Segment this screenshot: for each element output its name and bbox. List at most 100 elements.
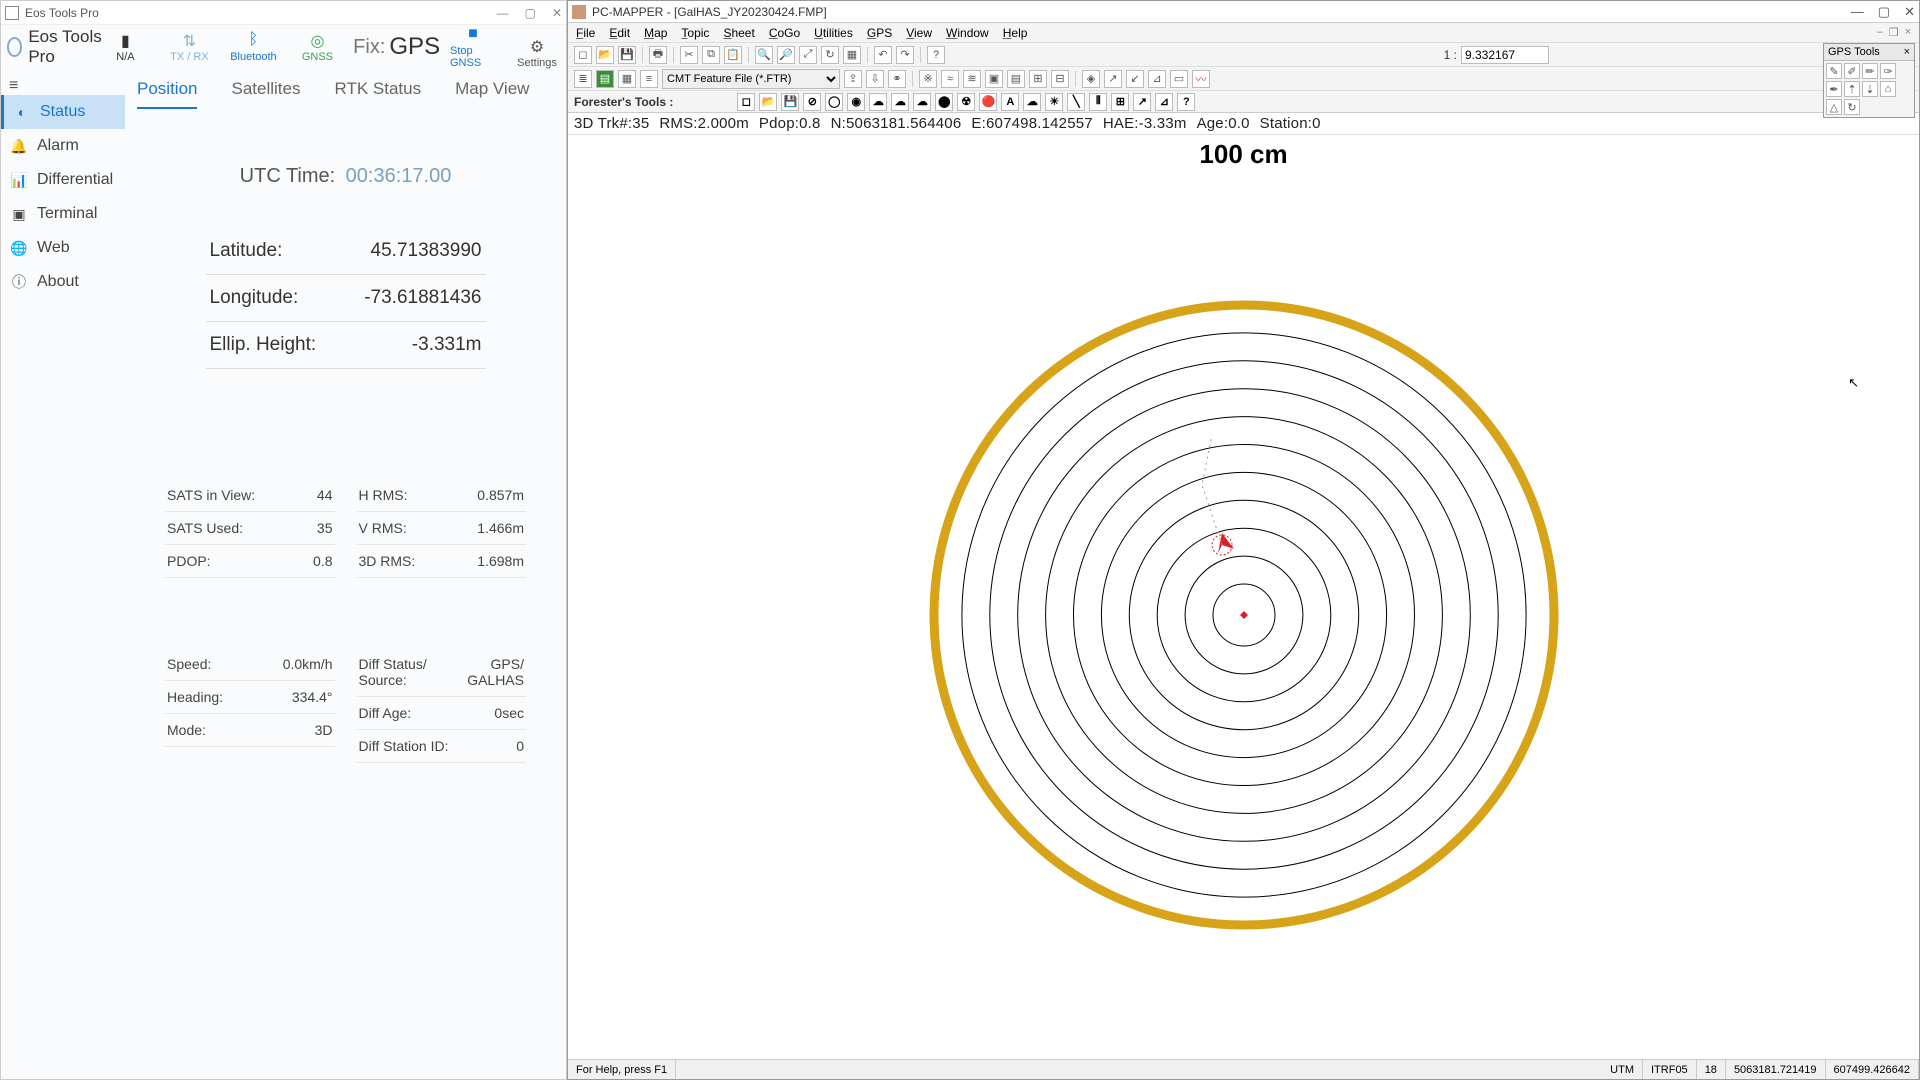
menu-edit[interactable]: Edit	[609, 26, 630, 40]
copy-icon[interactable]: ⧉	[702, 46, 720, 64]
gps-t7-icon[interactable]: ⇣	[1862, 81, 1878, 97]
tab-satellites[interactable]: Satellites	[231, 79, 300, 109]
cut-icon[interactable]: ✂	[680, 46, 698, 64]
sidebar-item-terminal[interactable]: ▣ Terminal	[1, 197, 125, 231]
help-icon[interactable]: ?	[927, 46, 945, 64]
open-icon[interactable]: 📂	[596, 46, 614, 64]
forester-tool-3-icon[interactable]: ⊘	[803, 93, 821, 111]
forester-tool-10-icon[interactable]: ☢	[957, 93, 975, 111]
feature-file-select[interactable]: CMT Feature File (*.FTR)	[662, 69, 840, 89]
panel-close-icon[interactable]: ×	[1904, 46, 1910, 58]
header-action[interactable]: ⚙ Settings	[514, 37, 560, 69]
link-icon[interactable]: ⚭	[888, 70, 906, 88]
forester-tool-16-icon[interactable]: ⦀	[1089, 93, 1107, 111]
menu-window[interactable]: Window	[946, 26, 989, 40]
tool-e-icon[interactable]: ▤	[1007, 70, 1025, 88]
minimize-icon[interactable]: —	[497, 6, 509, 20]
gps-t6-icon[interactable]: ⇡	[1844, 81, 1860, 97]
header-action[interactable]: ■ Stop GNSS	[450, 25, 496, 69]
forester-tool-11-icon[interactable]: 🔴	[979, 93, 997, 111]
forester-tool-12-icon[interactable]: A	[1001, 93, 1019, 111]
zoom-fit-icon[interactable]: ⤢	[799, 46, 817, 64]
tool-k-icon[interactable]: ⊿	[1148, 70, 1166, 88]
sidebar-item-about[interactable]: ⓘ About	[1, 265, 125, 299]
tool-m-icon[interactable]: 〰	[1192, 70, 1210, 88]
forester-tool-4-icon[interactable]: ◯	[825, 93, 843, 111]
tool-a-icon[interactable]: ※	[919, 70, 937, 88]
forester-tool-9-icon[interactable]: ⬤	[935, 93, 953, 111]
gps-t1-icon[interactable]: ✎	[1826, 63, 1842, 79]
tool-i-icon[interactable]: ↗	[1104, 70, 1122, 88]
sub-minimize-icon[interactable]: –	[1877, 26, 1883, 39]
gps-tools-panel[interactable]: GPS Tools× ✎ ✐ ✏ ✑ ✒ ⇡ ⇣ ⌂ △ ↻	[1823, 43, 1915, 118]
hamburger-icon[interactable]: ≡	[9, 77, 18, 95]
sidebar-item-status[interactable]: ◐ Status	[1, 95, 125, 129]
forester-tool-19-icon[interactable]: ⊿	[1155, 93, 1173, 111]
maximize-icon[interactable]: ▢	[525, 6, 536, 20]
save-icon[interactable]: 💾	[618, 46, 636, 64]
paste-icon[interactable]: 📋	[724, 46, 742, 64]
forester-tool-18-icon[interactable]: ↗	[1133, 93, 1151, 111]
rows-icon[interactable]: ≡	[640, 70, 658, 88]
forester-tool-13-icon[interactable]: ☁	[1023, 93, 1041, 111]
zoom-in-icon[interactable]: 🔍	[755, 46, 773, 64]
menu-file[interactable]: File	[576, 26, 595, 40]
forester-tool-20-icon[interactable]: ?	[1177, 93, 1195, 111]
new-icon[interactable]: ◻	[574, 46, 592, 64]
gps-t9-icon[interactable]: △	[1826, 99, 1842, 115]
sidebar-item-alarm[interactable]: 🔔 Alarm	[1, 129, 125, 163]
menu-cogo[interactable]: CoGo	[769, 26, 800, 40]
import-icon[interactable]: ⇩	[866, 70, 884, 88]
minimize-icon[interactable]: —	[1851, 4, 1864, 20]
tool-f-icon[interactable]: ⊞	[1029, 70, 1047, 88]
forester-tool-15-icon[interactable]: ╲	[1067, 93, 1085, 111]
forester-tool-17-icon[interactable]: ⊞	[1111, 93, 1129, 111]
tool-h-icon[interactable]: ◈	[1082, 70, 1100, 88]
tool-j-icon[interactable]: ↙	[1126, 70, 1144, 88]
forester-tool-14-icon[interactable]: ☀	[1045, 93, 1063, 111]
gps-t3-icon[interactable]: ✏	[1862, 63, 1878, 79]
tool-d-icon[interactable]: ▣	[985, 70, 1003, 88]
tab-map-view[interactable]: Map View	[455, 79, 529, 109]
forester-tool-7-icon[interactable]: ☁	[891, 93, 909, 111]
tool-b-icon[interactable]: ≈	[941, 70, 959, 88]
forester-tool-2-icon[interactable]: 💾	[781, 93, 799, 111]
gps-t2-icon[interactable]: ✐	[1844, 63, 1860, 79]
print-icon[interactable]: 🖶	[649, 46, 667, 64]
export-icon[interactable]: ⇪	[844, 70, 862, 88]
sidebar-item-web[interactable]: 🌐 Web	[1, 231, 125, 265]
sidebar-item-differential[interactable]: 📊 Differential	[1, 163, 125, 197]
undo-icon[interactable]: ↶	[874, 46, 892, 64]
table-icon[interactable]: ▦	[618, 70, 636, 88]
gps-t4-icon[interactable]: ✑	[1880, 63, 1896, 79]
menu-gps[interactable]: GPS	[867, 26, 892, 40]
close-icon[interactable]: ✕	[552, 6, 562, 20]
tool-c-icon[interactable]: ≋	[963, 70, 981, 88]
menu-topic[interactable]: Topic	[681, 26, 709, 40]
forester-tool-1-icon[interactable]: 📂	[759, 93, 777, 111]
tool-g-icon[interactable]: ⊟	[1051, 70, 1069, 88]
menu-utilities[interactable]: Utilities	[814, 26, 853, 40]
forester-tool-5-icon[interactable]: ◉	[847, 93, 865, 111]
menu-view[interactable]: View	[906, 26, 932, 40]
menu-sheet[interactable]: Sheet	[723, 26, 754, 40]
layer-icon[interactable]: ▤	[596, 70, 614, 88]
redo-icon[interactable]: ↷	[896, 46, 914, 64]
close-icon[interactable]: ✕	[1904, 4, 1915, 20]
tool-l-icon[interactable]: ▭	[1170, 70, 1188, 88]
tab-rtk-status[interactable]: RTK Status	[334, 79, 421, 109]
sub-restore-icon[interactable]: ❐	[1889, 26, 1899, 39]
menu-map[interactable]: Map	[644, 26, 667, 40]
maximize-icon[interactable]: ▢	[1878, 4, 1890, 20]
menu-help[interactable]: Help	[1003, 26, 1028, 40]
sub-close-icon[interactable]: ×	[1905, 26, 1911, 39]
forester-tool-8-icon[interactable]: ☁	[913, 93, 931, 111]
gps-t8-icon[interactable]: ⌂	[1880, 81, 1896, 97]
list-icon[interactable]: ≣	[574, 70, 592, 88]
grid-icon[interactable]: ▦	[843, 46, 861, 64]
zoom-out-icon[interactable]: 🔎	[777, 46, 795, 64]
forester-tool-6-icon[interactable]: ☁	[869, 93, 887, 111]
tab-position[interactable]: Position	[137, 79, 197, 109]
gps-t10-icon[interactable]: ↻	[1844, 99, 1860, 115]
forester-tool-0-icon[interactable]: ◻	[737, 93, 755, 111]
